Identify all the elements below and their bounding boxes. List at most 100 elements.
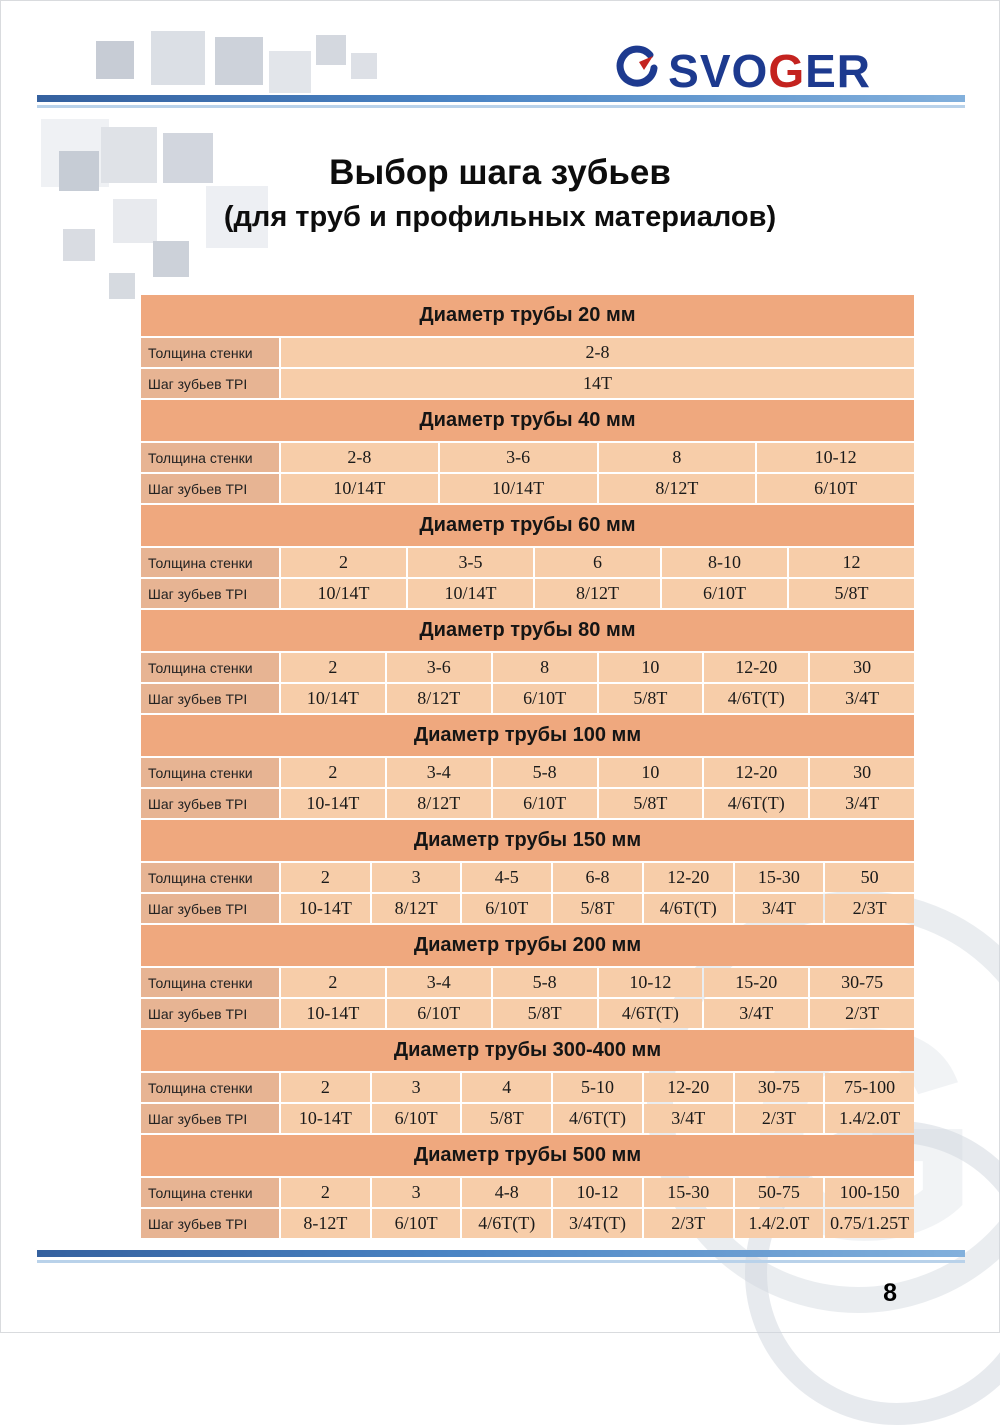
tpi-value: 8/12T bbox=[386, 789, 491, 818]
tpi-value: 10/14T bbox=[281, 684, 385, 713]
thickness-value: 50 bbox=[825, 863, 914, 892]
decor-square bbox=[113, 199, 157, 243]
thickness-value: 4-8 bbox=[462, 1178, 552, 1207]
decor-square bbox=[316, 35, 346, 65]
tpi-value: 6/10T bbox=[386, 999, 491, 1028]
row-label: Шаг зубьев TPI bbox=[141, 684, 279, 713]
row-tpi: Шаг зубьев TPI 14T bbox=[141, 369, 914, 398]
tpi-value: 3/4T bbox=[810, 789, 914, 818]
tpi-value: 10-14T bbox=[281, 1104, 370, 1133]
thickness-value: 5-8 bbox=[492, 968, 597, 997]
thickness-value: 10 bbox=[598, 653, 703, 682]
decor-square bbox=[215, 37, 263, 85]
thickness-value: 2-8 bbox=[281, 338, 914, 367]
row-label: Шаг зубьев TPI bbox=[141, 894, 279, 923]
row-label: Толщина стенки bbox=[141, 338, 279, 367]
thickness-value: 6-8 bbox=[553, 863, 642, 892]
thickness-value: 2 bbox=[281, 1073, 370, 1102]
thickness-value: 2 bbox=[281, 548, 406, 577]
thickness-value: 2 bbox=[281, 863, 370, 892]
thickness-value: 2-8 bbox=[281, 443, 438, 472]
tpi-value: 2/3T bbox=[810, 999, 914, 1028]
row-label: Толщина стенки bbox=[141, 758, 279, 787]
tpi-value: 4/6T(T) bbox=[704, 684, 809, 713]
thickness-value: 100-150 bbox=[825, 1178, 914, 1207]
footer-rule-light bbox=[37, 1260, 965, 1263]
thickness-value: 10-12 bbox=[757, 443, 914, 472]
tpi-value: 6/10T bbox=[662, 579, 787, 608]
pitch-table: Диаметр трубы 80 мм Толщина стенки 2 3-6 8 10… bbox=[141, 610, 914, 713]
tpi-value: 8/12T bbox=[598, 474, 756, 503]
tpi-value: 2/3T bbox=[825, 894, 914, 923]
tables-container: Диаметр трубы 20 мм Толщина стенки 2-8 Шаг … bbox=[141, 295, 914, 1240]
row-label: Шаг зубьев TPI bbox=[141, 369, 279, 398]
thickness-value: 2 bbox=[281, 1178, 370, 1207]
tpi-value: 10-14T bbox=[281, 894, 370, 923]
row-tpi: Шаг зубьев TPI 10-14T 8/12T 6/10T 5/8T 4/6T(T… bbox=[141, 789, 914, 818]
tpi-value: 5/8T bbox=[492, 999, 597, 1028]
table-title: Диаметр трубы 150 мм bbox=[141, 820, 914, 861]
decor-square bbox=[163, 133, 213, 183]
thickness-value: 12-20 bbox=[704, 653, 809, 682]
decor-square bbox=[351, 53, 377, 79]
row-label: Толщина стенки bbox=[141, 863, 279, 892]
tpi-value: 2/3T bbox=[734, 1104, 824, 1133]
thickness-value: 8-10 bbox=[662, 548, 787, 577]
tpi-value: 4/6T(T) bbox=[643, 894, 733, 923]
tpi-value: 4/6T(T) bbox=[553, 1104, 642, 1133]
thickness-value: 3-4 bbox=[386, 968, 491, 997]
tpi-value: 1.4/2.0T bbox=[825, 1104, 914, 1133]
thickness-value: 4 bbox=[462, 1073, 552, 1102]
thickness-value: 2 bbox=[281, 968, 385, 997]
thickness-value: 10-12 bbox=[598, 968, 703, 997]
tpi-value: 5/8T bbox=[789, 579, 914, 608]
thickness-value: 2 bbox=[281, 653, 385, 682]
tpi-value: 6/10T bbox=[492, 684, 597, 713]
table-title: Диаметр трубы 40 мм bbox=[141, 400, 914, 441]
tpi-value: 10/14T bbox=[439, 474, 597, 503]
row-tpi: Шаг зубьев TPI 10-14T 6/10T 5/8T 4/6T(T) 3/4T… bbox=[141, 1104, 914, 1133]
tpi-value: 4/6T(T) bbox=[704, 789, 809, 818]
row-label: Шаг зубьев TPI bbox=[141, 1104, 279, 1133]
decor-square bbox=[153, 241, 189, 277]
tpi-value: 3/4T(T) bbox=[553, 1209, 642, 1238]
thickness-value: 3 bbox=[371, 1178, 461, 1207]
thickness-value: 30-75 bbox=[734, 1073, 824, 1102]
row-label: Шаг зубьев TPI bbox=[141, 999, 279, 1028]
table-title: Диаметр трубы 300-400 мм bbox=[141, 1030, 914, 1071]
row-label: Толщина стенки bbox=[141, 653, 279, 682]
row-tpi: Шаг зубьев TPI 10/14T 10/14T 8/12T 6/10T bbox=[141, 474, 914, 503]
thickness-value: 30 bbox=[810, 653, 914, 682]
thickness-value: 15-30 bbox=[734, 863, 824, 892]
thickness-value: 12-20 bbox=[643, 1073, 733, 1102]
footer-rule bbox=[37, 1250, 965, 1257]
row-tpi: Шаг зубьев TPI 10/14T 8/12T 6/10T 5/8T 4/6T(T… bbox=[141, 684, 914, 713]
pitch-table: Диаметр трубы 20 мм Толщина стенки 2-8 Шаг … bbox=[141, 295, 914, 398]
row-thickness: Толщина стенки 2 3 4-8 10-12 15-30 50-75 100-15… bbox=[141, 1178, 914, 1207]
thickness-value: 12 bbox=[789, 548, 914, 577]
thickness-value: 5-8 bbox=[492, 758, 597, 787]
thickness-value: 15-20 bbox=[704, 968, 809, 997]
row-thickness: Толщина стенки 2-8 3-6 8 10-12 bbox=[141, 443, 914, 472]
row-thickness: Толщина стенки 2-8 bbox=[141, 338, 914, 367]
thickness-value: 10 bbox=[598, 758, 703, 787]
row-label: Толщина стенки bbox=[141, 1178, 279, 1207]
tpi-value: 8-12T bbox=[281, 1209, 370, 1238]
row-tpi: Шаг зубьев TPI 10-14T 6/10T 5/8T 4/6T(T) 3/4T… bbox=[141, 999, 914, 1028]
thickness-value: 6 bbox=[535, 548, 660, 577]
tpi-value: 8/12T bbox=[535, 579, 660, 608]
thickness-value: 2 bbox=[281, 758, 385, 787]
pitch-table: Диаметр трубы 60 мм Толщина стенки 2 3-5 6 8-… bbox=[141, 505, 914, 608]
tpi-value: 10-14T bbox=[281, 999, 385, 1028]
tpi-value: 3/4T bbox=[734, 894, 824, 923]
logo-text-part1: SVO bbox=[668, 44, 769, 97]
tpi-value: 10/14T bbox=[281, 579, 406, 608]
row-label: Шаг зубьев TPI bbox=[141, 1209, 279, 1238]
tpi-value: 14T bbox=[281, 369, 914, 398]
table-title: Диаметр трубы 100 мм bbox=[141, 715, 914, 756]
tpi-value: 10/14T bbox=[281, 474, 438, 503]
table-title: Диаметр трубы 60 мм bbox=[141, 505, 914, 546]
thickness-value: 30-75 bbox=[810, 968, 914, 997]
tpi-value: 6/10T bbox=[371, 1209, 461, 1238]
